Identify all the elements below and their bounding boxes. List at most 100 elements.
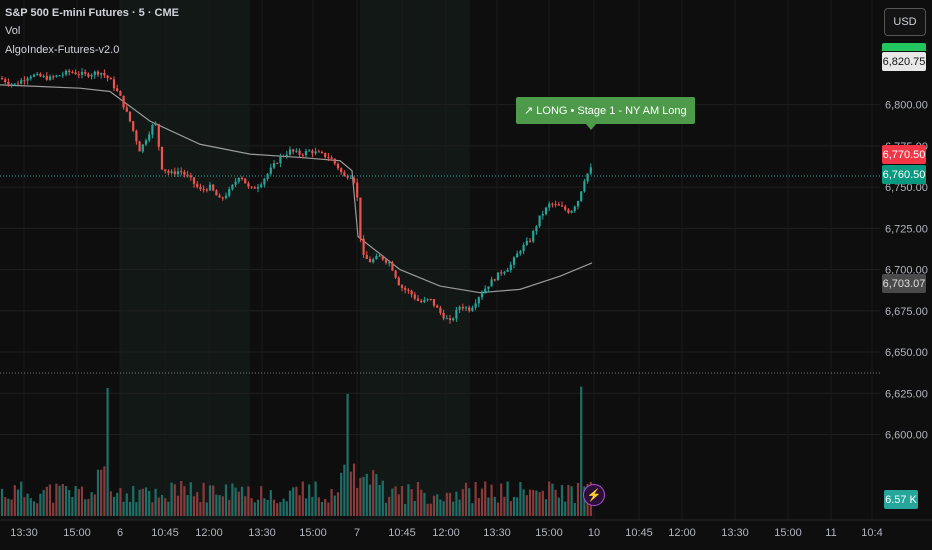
symbol-legend[interactable]: S&P 500 E-mini Futures · 5 · CME: [5, 7, 180, 19]
volume-bar: [391, 488, 394, 516]
volume-legend[interactable]: Vol: [5, 25, 21, 37]
lightning-icon[interactable]: ⚡: [583, 484, 605, 506]
volume-bar: [432, 495, 436, 516]
candle-body: [192, 177, 196, 184]
candle-body: [487, 286, 490, 289]
candle-body: [0, 78, 4, 80]
candle-body: [154, 124, 157, 126]
volume-bar: [263, 498, 266, 516]
volume-bar: [208, 485, 212, 516]
time-tick-label: 10: [588, 527, 600, 539]
candle-body: [589, 167, 592, 174]
candle-body: [496, 272, 500, 281]
time-tick-label: 13:30: [721, 527, 749, 539]
candle-body: [45, 75, 48, 80]
candle-body: [112, 79, 116, 89]
candle-body: [525, 240, 528, 245]
candle-body: [445, 318, 448, 320]
candle-body: [128, 111, 132, 122]
candle-body: [528, 240, 532, 242]
volume-bar: [64, 486, 68, 516]
candle-body: [448, 318, 452, 321]
candle-body: [298, 150, 301, 155]
price-tag-top: 6,820.75: [882, 52, 926, 71]
volume-bar: [551, 483, 554, 516]
candle-body: [442, 312, 445, 319]
candle-body: [580, 191, 583, 202]
volume-bar: [29, 498, 32, 516]
candle-body: [132, 121, 135, 131]
volume-bar: [205, 502, 208, 516]
candle-body: [388, 262, 391, 264]
volume-bar: [202, 482, 205, 516]
candle-body: [231, 184, 234, 190]
candle-body: [295, 150, 298, 152]
candle-body: [576, 201, 580, 207]
price-tick-label: 6,650.00: [885, 347, 928, 359]
volume-bar: [119, 488, 122, 516]
candle-body: [480, 293, 484, 298]
time-tick-label: 12:00: [668, 527, 696, 539]
volume-bar: [506, 481, 509, 516]
volume-bar: [122, 501, 125, 516]
candle-body: [423, 299, 426, 303]
volume-bar: [26, 493, 29, 516]
candle-body: [333, 158, 336, 164]
candle-body: [256, 186, 260, 189]
candle-body: [397, 277, 400, 286]
volume-bar: [55, 483, 58, 516]
candle-body: [557, 204, 560, 206]
candle-body: [26, 78, 29, 81]
candle-body: [138, 141, 141, 152]
volume-bar: [244, 496, 247, 516]
time-tick-label: 12:00: [195, 527, 223, 539]
volume-bar: [384, 502, 388, 516]
volume-bar: [327, 502, 330, 516]
candle-body: [279, 156, 282, 164]
candle-body: [186, 174, 189, 176]
volume-bar: [458, 499, 461, 516]
time-tick-label: 15:00: [774, 527, 802, 539]
candle-body: [340, 168, 343, 173]
volume-bar: [295, 486, 298, 516]
candle-body: [23, 80, 26, 82]
indicator-legend[interactable]: AlgoIndex-Futures-v2.0: [5, 44, 120, 56]
volume-bar: [112, 496, 116, 516]
volume-bar: [372, 470, 375, 516]
candle-body: [180, 171, 183, 173]
volume-bar: [183, 486, 186, 516]
volume-bar: [365, 473, 368, 516]
volume-bar: [215, 494, 218, 516]
volume-bar: [301, 481, 304, 516]
time-tick-label: 13:30: [483, 527, 511, 539]
candle-body: [221, 197, 224, 199]
volume-bar: [308, 484, 311, 516]
volume-bar: [87, 498, 90, 516]
time-tick-label: 12:00: [432, 527, 460, 539]
volume-bar: [509, 501, 512, 516]
candle-body: [269, 167, 272, 174]
price-tick-label: 6,675.00: [885, 306, 928, 318]
volume-bar: [228, 499, 231, 516]
candle-body: [125, 107, 128, 112]
volume-bar: [68, 489, 71, 516]
volume-bar: [247, 486, 250, 516]
candle-body: [80, 72, 84, 75]
volume-bar: [554, 489, 557, 516]
volume-bar: [272, 499, 276, 516]
volume-bar: [170, 482, 173, 516]
candle-body: [407, 289, 410, 291]
candle-body: [196, 183, 199, 187]
price-tick-label: 6,700.00: [885, 265, 928, 277]
candle-body: [96, 71, 100, 75]
volume-bar: [192, 496, 196, 516]
volume-bar: [356, 487, 359, 516]
top-price-strip: [882, 43, 926, 51]
time-tick-label: 10:45: [388, 527, 416, 539]
currency-button[interactable]: USD: [884, 8, 926, 36]
volume-bar: [260, 486, 263, 516]
candle-body: [538, 215, 541, 227]
candle-body: [288, 149, 292, 155]
candle-body: [39, 73, 42, 77]
